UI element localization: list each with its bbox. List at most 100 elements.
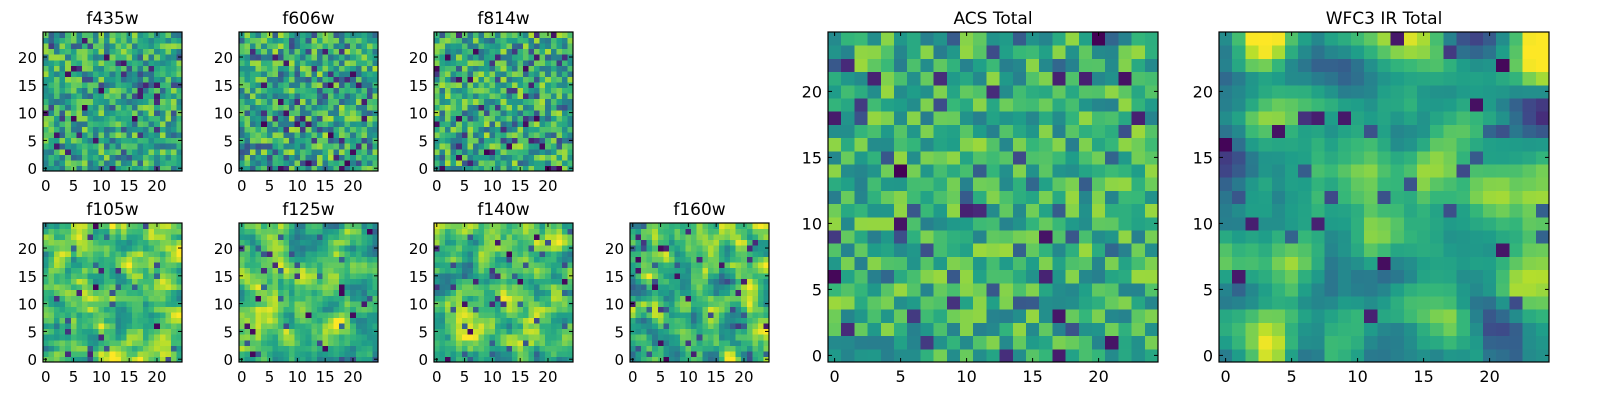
heatmap-cell xyxy=(137,159,144,166)
heatmap-cell xyxy=(484,76,491,83)
heatmap-cell xyxy=(718,234,726,241)
heatmap-cell xyxy=(500,54,507,61)
heatmap-cell xyxy=(472,284,479,291)
heatmap-cell xyxy=(522,328,530,335)
heatmap-cell xyxy=(70,311,77,319)
heatmap-cell xyxy=(59,154,66,161)
heatmap-cell xyxy=(93,261,100,268)
heatmap-cell xyxy=(528,339,535,346)
heatmap-cell xyxy=(641,350,648,357)
heatmap-cell xyxy=(283,245,290,252)
y-tick-label: 20 xyxy=(214,49,233,67)
heatmap-cell xyxy=(730,356,737,363)
heatmap-cell xyxy=(933,282,948,297)
heatmap-cell xyxy=(165,256,172,263)
heatmap-cell xyxy=(685,261,692,268)
heatmap-cell xyxy=(131,245,139,252)
heatmap-cell xyxy=(355,154,362,161)
heatmap-cell xyxy=(283,350,290,357)
heatmap-cell xyxy=(702,234,709,241)
heatmap-cell xyxy=(59,87,66,94)
heatmap-cell xyxy=(70,323,77,330)
heatmap-cell xyxy=(316,261,323,268)
heatmap-cell xyxy=(495,32,502,39)
heatmap-cell xyxy=(746,356,753,363)
heatmap-cell xyxy=(445,120,452,128)
heatmap-cell xyxy=(311,154,318,161)
heatmap-cell xyxy=(763,323,770,330)
heatmap-cell xyxy=(434,132,441,139)
heatmap-cell xyxy=(545,59,552,66)
heatmap-cell xyxy=(506,306,513,313)
heatmap-cell xyxy=(70,70,77,77)
heatmap-cell xyxy=(283,250,290,257)
heatmap-cell xyxy=(511,311,518,319)
heatmap-cell xyxy=(261,93,268,100)
heatmap-cell xyxy=(522,82,530,89)
x-tick-label: 0 xyxy=(628,368,638,386)
heatmap-cell xyxy=(148,323,155,330)
heatmap-cell xyxy=(484,115,491,122)
heatmap-cell xyxy=(255,48,262,55)
heatmap-cell xyxy=(59,132,66,139)
heatmap-cell xyxy=(311,311,318,319)
heatmap-cell xyxy=(255,328,262,335)
heatmap-cell xyxy=(478,54,485,61)
heatmap-cell xyxy=(93,228,100,235)
heatmap-cell xyxy=(93,345,100,352)
heatmap-cell xyxy=(120,154,127,161)
heatmap-cell xyxy=(757,239,764,246)
heatmap-cell xyxy=(137,300,144,307)
heatmap-cell xyxy=(170,70,177,77)
heatmap-cell xyxy=(467,54,474,61)
heatmap-cell xyxy=(300,43,307,50)
heatmap-cell xyxy=(1052,282,1067,297)
heatmap-cell xyxy=(65,132,72,139)
heatmap-cell xyxy=(70,132,77,139)
heatmap-cell xyxy=(1131,296,1146,310)
heatmap-cell xyxy=(439,234,446,241)
heatmap-cells xyxy=(239,223,379,363)
heatmap-cell xyxy=(137,65,144,72)
heatmap-cell xyxy=(255,256,262,263)
heatmap-cell xyxy=(702,300,709,307)
heatmap-cell xyxy=(244,273,251,280)
heatmap-cell xyxy=(244,70,251,77)
heatmap-cell xyxy=(176,284,183,291)
heatmap-cell xyxy=(316,245,323,252)
heatmap-cell xyxy=(567,350,574,357)
heatmap-cell xyxy=(109,159,116,166)
heatmap-cell xyxy=(522,32,530,39)
y-tick-label: 15 xyxy=(605,268,624,286)
heatmap-cell xyxy=(93,284,100,291)
heatmap-cell xyxy=(630,284,637,291)
heatmap-cell xyxy=(339,93,346,100)
heatmap-cell xyxy=(154,306,161,313)
heatmap-cell xyxy=(450,339,457,346)
heatmap-cell xyxy=(763,289,770,296)
heatmap-cell xyxy=(65,37,72,44)
heatmap-cell xyxy=(685,250,692,257)
heatmap-cell xyxy=(65,317,72,324)
heatmap-cell xyxy=(500,328,507,335)
heatmap-cell xyxy=(500,87,507,94)
x-tick-label: 10 xyxy=(483,368,502,386)
heatmap-cell xyxy=(472,345,479,352)
heatmap-cell xyxy=(894,190,908,205)
heatmap-cell xyxy=(154,37,161,44)
heatmap-cell xyxy=(539,345,546,352)
heatmap-cell xyxy=(539,245,546,252)
heatmap-cell xyxy=(489,350,496,357)
heatmap-cell xyxy=(495,328,502,335)
heatmap-cell xyxy=(266,159,273,166)
heatmap-cell xyxy=(93,32,100,39)
heatmap-cell xyxy=(484,93,491,100)
heatmap-cell xyxy=(59,245,66,252)
heatmap-cell xyxy=(545,245,552,252)
heatmap-cell xyxy=(154,234,161,241)
heatmap-cell xyxy=(511,284,518,291)
heatmap-cell xyxy=(250,295,257,302)
heatmap-cell xyxy=(109,76,116,83)
heatmap-cell xyxy=(76,93,83,100)
heatmap-cell xyxy=(467,356,474,363)
